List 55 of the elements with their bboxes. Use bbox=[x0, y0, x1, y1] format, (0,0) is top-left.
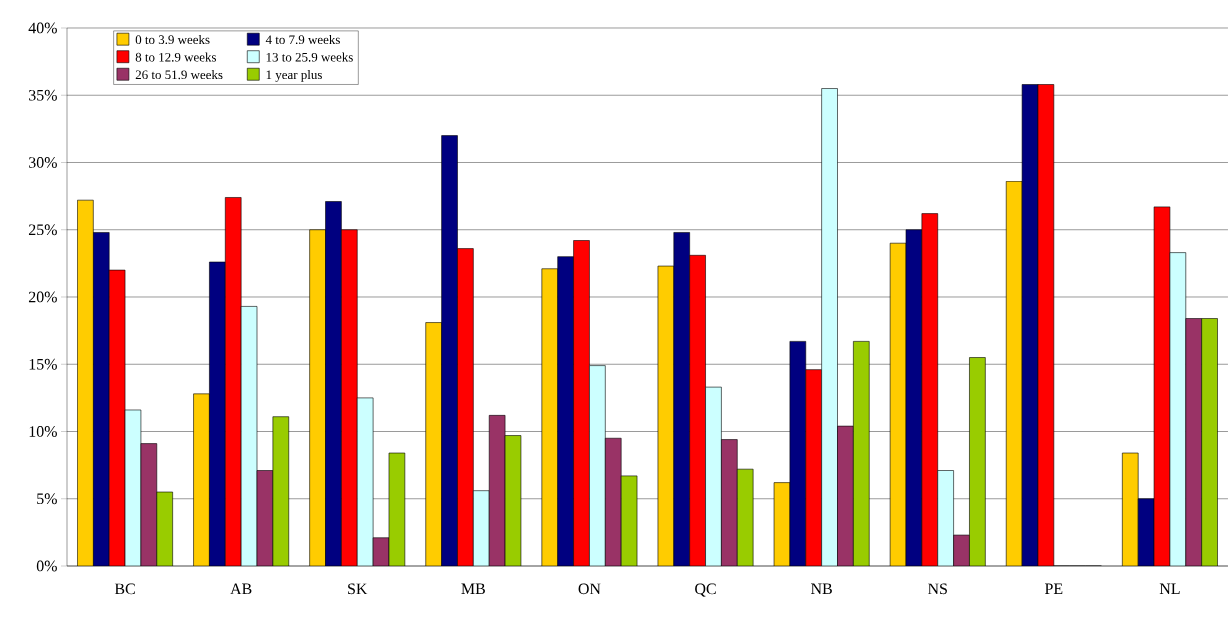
bar bbox=[557, 256, 574, 566]
bar bbox=[837, 425, 854, 566]
bar bbox=[425, 322, 442, 566]
bar bbox=[573, 240, 590, 566]
bar bbox=[853, 341, 870, 566]
bar bbox=[457, 248, 474, 566]
x-tick-label: QC bbox=[695, 583, 716, 597]
legend-label: 13 to 25.9 weeks bbox=[266, 52, 353, 62]
bar bbox=[673, 232, 690, 566]
y-tick-label: 5% bbox=[37, 493, 57, 505]
bar bbox=[341, 229, 358, 566]
x-tick-label: NB bbox=[811, 583, 832, 595]
x-tick-label: AB bbox=[230, 583, 252, 595]
legend-label: 26 to 51.9 weeks bbox=[135, 70, 223, 80]
bar bbox=[1185, 318, 1202, 566]
bar bbox=[937, 470, 954, 566]
y-tick-label: 35% bbox=[29, 89, 57, 101]
bar bbox=[209, 261, 226, 566]
y-tick-label: 15% bbox=[29, 358, 57, 370]
x-tick-label: BC bbox=[114, 583, 135, 595]
bar bbox=[473, 490, 490, 566]
bar bbox=[309, 229, 326, 566]
bar bbox=[605, 437, 622, 566]
y-tick-label: 40% bbox=[28, 22, 57, 34]
bar bbox=[805, 369, 822, 566]
bar bbox=[821, 88, 838, 566]
bar bbox=[77, 199, 94, 566]
y-tick-label: 0% bbox=[36, 560, 57, 572]
y-tick-label: 20% bbox=[28, 291, 57, 303]
bar bbox=[193, 393, 210, 566]
bar bbox=[969, 357, 986, 566]
x-tick-label: MB bbox=[461, 583, 485, 595]
bar bbox=[541, 268, 559, 566]
bar bbox=[689, 255, 706, 566]
bar bbox=[721, 439, 738, 566]
bar bbox=[325, 201, 342, 566]
legend-label: 1 year plus bbox=[266, 70, 322, 82]
bar bbox=[1201, 318, 1218, 566]
y-tick-label: 25% bbox=[28, 224, 57, 236]
x-tick-label: PE bbox=[1044, 583, 1063, 594]
bar bbox=[156, 491, 173, 566]
bar bbox=[1122, 452, 1139, 566]
x-tick-label: NL bbox=[1159, 583, 1180, 594]
y-tick-label: 10% bbox=[29, 426, 57, 437]
bar bbox=[93, 232, 110, 566]
bar bbox=[441, 135, 458, 566]
x-tick-label: SK bbox=[348, 583, 368, 595]
bar bbox=[589, 365, 606, 566]
legend-label: 0 to 3.9 weeks bbox=[135, 34, 210, 45]
bar bbox=[705, 386, 722, 566]
legend-label: 4 to 7.9 weeks bbox=[265, 34, 340, 45]
x-tick-label: NS bbox=[928, 583, 947, 595]
y-tick-label: 30% bbox=[29, 157, 57, 168]
x-tick-label: ON bbox=[578, 583, 601, 595]
legend-label: 8 to 12.9 weeks bbox=[135, 52, 217, 62]
